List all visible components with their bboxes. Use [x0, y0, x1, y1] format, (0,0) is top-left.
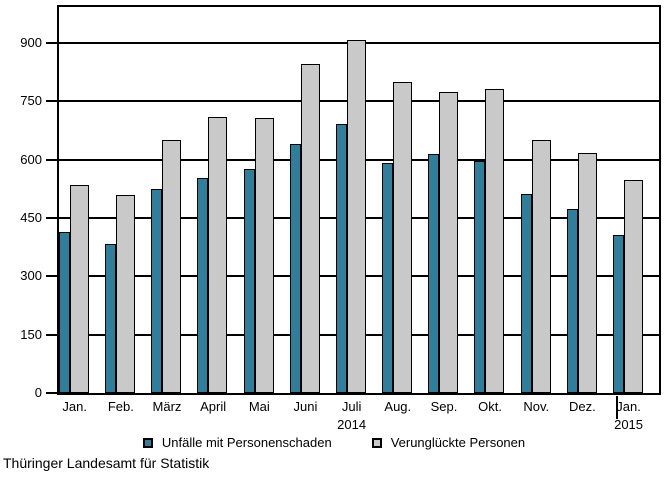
bar-unfälle-mit-personenschaden — [335, 124, 347, 393]
x-axis-label: Aug. — [384, 399, 412, 414]
x-axis-labels: Jan. Feb. März April Mai Juni Juli 2014 Aug. Sep.… — [59, 399, 659, 433]
x-axis-label: April — [200, 399, 227, 414]
x-axis-cell: Mai — [244, 399, 290, 433]
plot-area: 0 150 300 450 600 750 900 — [20, 5, 661, 400]
bar-unfälle-mit-personenschaden — [105, 243, 117, 393]
bar-group — [105, 7, 151, 393]
bar-group — [197, 7, 243, 393]
x-axis-label: Okt. — [478, 399, 503, 414]
bar-group — [335, 7, 382, 393]
y-axis-tick-label: 600 — [20, 151, 42, 167]
bar-verunglückte-personen — [116, 194, 136, 393]
bar-verunglückte-personen — [208, 117, 228, 393]
bar-unfälle-mit-personenschaden — [382, 162, 394, 393]
bar-verunglückte-personen — [439, 91, 459, 393]
x-axis-cell: Dez. — [567, 399, 613, 433]
bar-group — [612, 7, 659, 393]
year-label: 2015 — [614, 417, 644, 432]
x-axis-cell: Jan. — [59, 399, 105, 433]
bar-unfälle-mit-personenschaden — [566, 208, 578, 393]
x-axis-label: Sep. — [430, 399, 458, 414]
legend-marker-icon — [371, 437, 382, 448]
bar-group — [520, 7, 567, 393]
y-axis-tick-label: 0 — [34, 385, 42, 400]
y-axis-tick-label: 900 — [20, 34, 42, 50]
legend-marker-icon — [142, 437, 153, 448]
bar-verunglückte-personen — [254, 117, 274, 393]
bar-group — [289, 7, 336, 393]
x-axis-label: Mai — [248, 399, 270, 414]
x-axis-label: Jan. — [616, 399, 641, 414]
bar-unfälle-mit-personenschaden — [612, 235, 624, 393]
bar-verunglückte-personen — [162, 140, 182, 393]
x-axis-label: Feb. — [107, 399, 134, 414]
x-axis-cell: Okt. — [474, 399, 520, 433]
y-axis-tick-label: 450 — [20, 209, 42, 225]
x-axis-label: Dez. — [569, 399, 596, 414]
bar-verunglückte-personen — [577, 153, 597, 393]
bar-group — [566, 7, 613, 393]
bar-verunglückte-personen — [346, 39, 366, 393]
y-axis-tick — [46, 158, 59, 161]
bar-unfälle-mit-personenschaden — [197, 177, 209, 393]
bar-unfälle-mit-personenschaden — [474, 160, 486, 393]
x-axis-cell: Juli 2014 — [336, 399, 382, 433]
y-axis-tick — [46, 41, 59, 44]
x-axis-label: März — [152, 399, 182, 414]
bar-group — [382, 7, 428, 393]
x-axis-label: Jan. — [62, 399, 87, 414]
y-axis-tick — [46, 216, 59, 219]
bar-unfälle-mit-personenschaden — [151, 188, 163, 393]
y-axis-tick-label: 150 — [20, 326, 42, 342]
year-separator-line — [616, 396, 618, 419]
bar-verunglückte-personen — [300, 63, 320, 393]
x-axis-cell: Juni — [290, 399, 336, 433]
x-axis-cell: März — [151, 399, 197, 433]
bar-group — [243, 7, 290, 393]
x-axis-cell: Nov. — [521, 399, 567, 433]
bar-group — [474, 7, 520, 393]
bar-unfälle-mit-personenschaden — [243, 168, 255, 393]
x-axis-cell: Sep. — [428, 399, 474, 433]
y-axis-tick — [46, 333, 59, 336]
bar-unfälle-mit-personenschaden — [428, 154, 440, 393]
y-axis-tick — [46, 100, 59, 103]
bar-verunglückte-personen — [531, 139, 551, 393]
bar-verunglückte-personen — [70, 184, 89, 393]
bar-group — [428, 7, 474, 393]
x-axis-label: Juli — [341, 399, 362, 414]
bar-unfälle-mit-personenschaden — [59, 231, 70, 393]
x-axis-label: Nov. — [523, 399, 550, 414]
bar-group — [59, 7, 105, 393]
bar-verunglückte-personen — [485, 88, 505, 393]
year-label: 2014 — [337, 417, 367, 432]
legend-label: Verunglückte Personen — [390, 435, 526, 450]
bar-verunglückte-personen — [393, 82, 413, 393]
legend-label: Unfälle mit Personenschaden — [161, 435, 332, 450]
bar-unfälle-mit-personenschaden — [289, 143, 301, 393]
legend-item-verunglückte-personen: Verunglückte Personen — [371, 435, 526, 450]
x-axis-cell: Feb. — [105, 399, 151, 433]
y-axis-tick — [46, 392, 59, 394]
x-axis-cell: Jan. 2015 — [613, 399, 659, 433]
bar-unfälle-mit-personenschaden — [520, 193, 532, 393]
bars-container — [59, 7, 659, 393]
legend: Unfälle mit Personenschaden Verunglückte … — [0, 435, 668, 450]
x-axis-cell: April — [197, 399, 243, 433]
x-axis-cell: Aug. — [382, 399, 428, 433]
bar-group — [151, 7, 197, 393]
y-axis-tick-label: 300 — [20, 268, 42, 284]
y-axis-tick-label: 750 — [20, 93, 42, 109]
x-axis-label: Juni — [293, 399, 318, 414]
source-label: Thüringer Landesamt für Statistik — [3, 455, 210, 471]
legend-item-unfälle-mit-personenschaden: Unfälle mit Personenschaden — [142, 435, 332, 450]
bar-verunglückte-personen — [623, 179, 643, 393]
y-axis-tick — [46, 275, 59, 278]
